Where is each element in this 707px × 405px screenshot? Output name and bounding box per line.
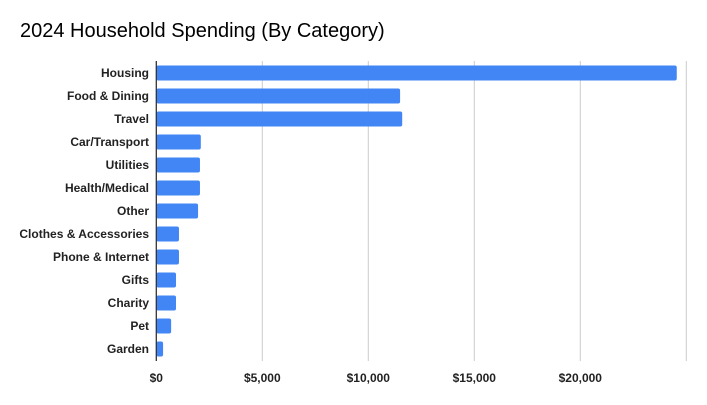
category-label: Garden [107, 342, 149, 356]
bar-clothes-accessories [156, 226, 179, 242]
bar-utilities [156, 157, 200, 173]
x-tick-label: $15,000 [453, 371, 497, 385]
x-tick-label: $0 [150, 371, 164, 385]
bar-other [156, 203, 199, 219]
bar-garden [156, 341, 164, 357]
category-label: Pet [130, 319, 149, 333]
x-tick-label: $5,000 [244, 371, 281, 385]
bar-travel [156, 111, 403, 127]
category-label: Gifts [122, 273, 150, 287]
bar-gifts [156, 272, 177, 288]
category-label: Utilities [106, 158, 150, 172]
bar-phone-internet [156, 249, 179, 265]
bar-health-medical [156, 180, 200, 196]
chart-title: 2024 Household Spending (By Category) [20, 20, 385, 42]
bar-pet [156, 318, 172, 334]
bar-car-transport [156, 134, 201, 150]
category-label: Travel [114, 112, 149, 126]
category-label: Car/Transport [70, 135, 149, 149]
bar-housing [156, 65, 677, 81]
category-label: Housing [101, 66, 149, 80]
category-label: Food & Dining [67, 89, 149, 103]
category-label: Other [117, 204, 149, 218]
category-label: Clothes & Accessories [19, 227, 149, 241]
x-tick-label: $10,000 [347, 371, 391, 385]
category-label: Phone & Internet [53, 250, 149, 264]
category-label: Health/Medical [65, 181, 149, 195]
bar-food-dining [156, 88, 401, 104]
bar-charity [156, 295, 177, 311]
category-label: Charity [108, 296, 150, 310]
x-tick-label: $20,000 [559, 371, 603, 385]
